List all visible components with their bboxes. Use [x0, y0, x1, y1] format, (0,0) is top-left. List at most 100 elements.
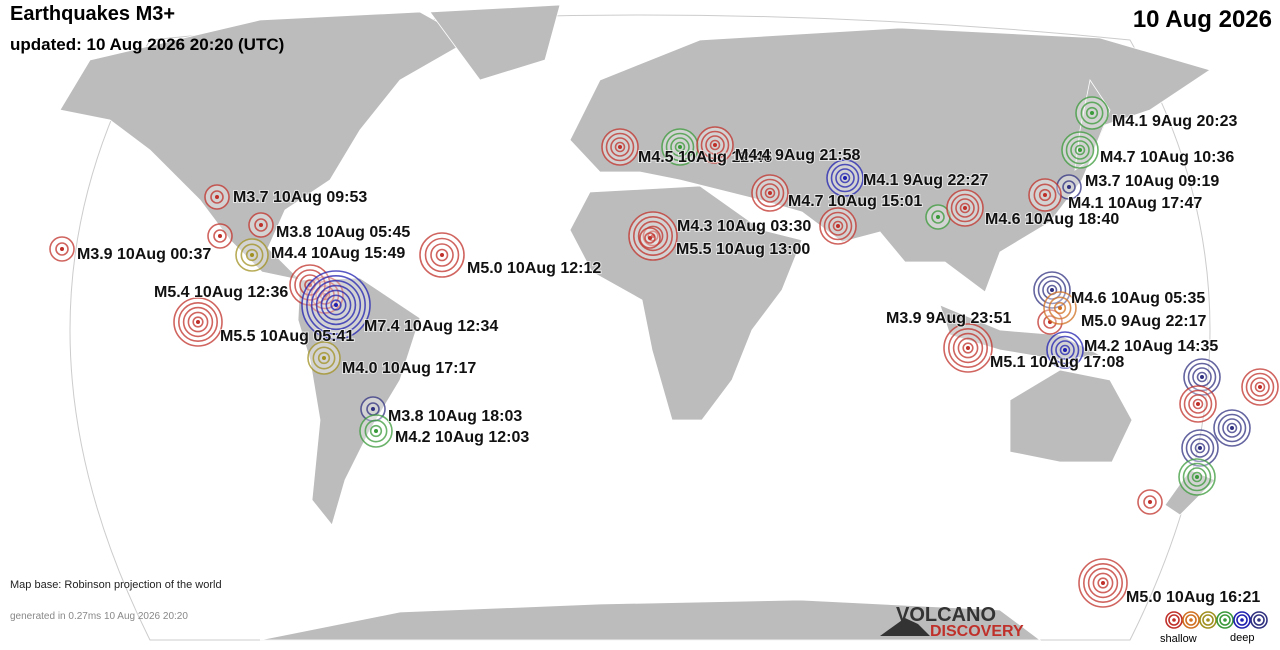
ring — [1254, 381, 1266, 393]
ring — [647, 230, 659, 242]
ring — [823, 211, 853, 241]
quake-label: M5.0 10Aug 12:12 — [467, 260, 601, 277]
ring — [955, 198, 975, 218]
quake-label: M5.1 10Aug 17:08 — [990, 354, 1124, 371]
quake-marker — [1075, 96, 1109, 130]
logo-icon — [880, 618, 930, 636]
ring — [1226, 422, 1238, 434]
quake-marker — [1241, 368, 1279, 406]
center — [218, 234, 222, 238]
legend-ring — [1253, 614, 1265, 626]
ring — [178, 301, 219, 342]
quake-label: M5.0 10Aug 16:21 — [1126, 589, 1260, 606]
center — [1043, 193, 1047, 197]
ring — [605, 132, 635, 162]
ring — [830, 163, 860, 193]
quake-marker — [49, 236, 75, 262]
ring — [424, 237, 460, 273]
center — [371, 407, 375, 411]
markers — [49, 96, 1279, 608]
ring — [1185, 433, 1215, 463]
ring — [1048, 296, 1072, 320]
ring — [1085, 106, 1099, 120]
center — [678, 145, 682, 149]
ring — [187, 311, 209, 333]
quake-label: M3.8 10Aug 18:03 — [388, 408, 522, 425]
center — [1195, 475, 1199, 479]
center — [250, 253, 254, 257]
quake-marker — [1028, 178, 1062, 212]
center — [1196, 402, 1200, 406]
ring — [670, 137, 690, 157]
legend-ring — [1219, 614, 1231, 626]
center — [1148, 500, 1152, 504]
ring — [1194, 442, 1206, 454]
ring — [1217, 413, 1247, 443]
quake-marker — [173, 297, 223, 347]
ring — [828, 216, 848, 236]
legend-ring — [1236, 614, 1248, 626]
ring — [306, 275, 366, 335]
quake-label: M4.2 10Aug 12:03 — [395, 429, 529, 446]
ring — [369, 424, 383, 438]
quake-marker — [819, 207, 857, 245]
legend-center — [1257, 618, 1261, 622]
quake-label: M3.7 10Aug 09:53 — [233, 189, 367, 206]
ring — [832, 220, 844, 232]
ring — [700, 130, 730, 160]
ring — [320, 289, 352, 321]
quake-marker — [1046, 331, 1084, 369]
ring — [952, 332, 984, 364]
ring — [764, 187, 776, 199]
labels: M3.7 10Aug 09:53 M3.8 10Aug 05:45 M4.4 10A… — [76, 112, 1261, 607]
legend-center — [1172, 618, 1176, 622]
ring — [959, 202, 971, 214]
quake-marker — [1037, 309, 1063, 335]
ring — [1190, 438, 1210, 458]
ring — [1074, 144, 1086, 156]
date: 10 Aug 2026 — [1133, 6, 1272, 33]
generated: generated in 0.27ms 10 Aug 2026 20:20 — [10, 611, 188, 622]
ring — [950, 193, 980, 223]
ring — [294, 269, 326, 301]
ring — [1188, 394, 1208, 414]
quake-marker — [601, 128, 639, 166]
ring — [1245, 372, 1275, 402]
quake-label: M4.4 9Aug 21:58 — [735, 147, 860, 164]
ring — [1192, 398, 1204, 410]
quake-label: M5.5 10Aug 13:00 — [676, 241, 810, 258]
ring — [1055, 340, 1075, 360]
quake-marker — [943, 323, 993, 373]
ring — [610, 137, 630, 157]
ring — [1062, 180, 1076, 194]
quake-marker — [826, 159, 864, 197]
ring — [1033, 183, 1057, 207]
ring — [614, 141, 626, 153]
ring — [665, 132, 695, 162]
quake-label: M4.3 10Aug 03:30 — [677, 218, 811, 235]
ring — [1042, 280, 1062, 300]
center — [1067, 185, 1071, 189]
quake-marker — [751, 174, 789, 212]
quake-marker — [639, 227, 661, 249]
ring — [1059, 344, 1071, 356]
quake-marker — [925, 204, 951, 230]
ring — [210, 190, 224, 204]
quake-label: M4.7 10Aug 10:36 — [1100, 149, 1234, 166]
legend-deep: deep — [1230, 632, 1254, 644]
quake-label: M4.1 10Aug 17:47 — [1068, 195, 1202, 212]
quake-marker — [1179, 385, 1217, 423]
quake-marker — [1056, 174, 1082, 200]
ring — [1053, 301, 1067, 315]
center — [1230, 426, 1234, 430]
ring — [1143, 495, 1157, 509]
quake-marker — [1181, 429, 1219, 467]
ring — [709, 139, 721, 151]
quake-label: M4.5 10Aug 12:46 — [638, 149, 772, 166]
quake-marker — [1178, 458, 1216, 496]
quake-label: M4.4 10Aug 15:49 — [271, 245, 405, 262]
quake-marker — [696, 126, 734, 164]
legend-ring — [1233, 611, 1251, 629]
quake-label: M4.0 10Aug 17:17 — [342, 360, 476, 377]
